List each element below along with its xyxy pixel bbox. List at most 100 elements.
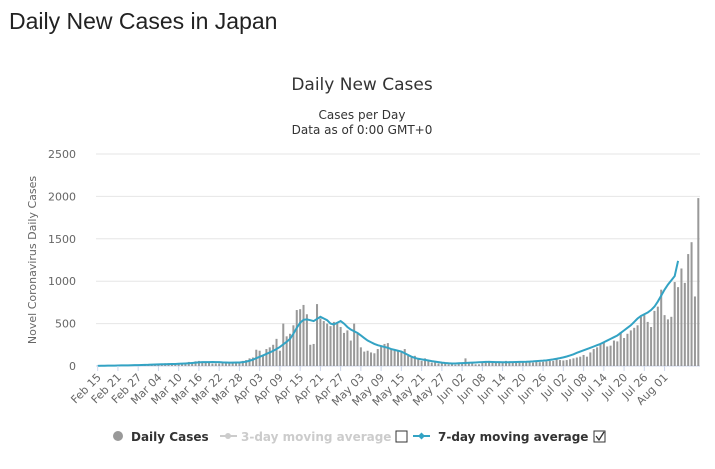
bar <box>204 362 207 366</box>
bar <box>427 360 430 366</box>
bar <box>650 326 653 366</box>
bar <box>170 364 173 366</box>
legend-item-7-day-moving-average[interactable]: 7-day moving average <box>413 430 588 444</box>
bar <box>636 325 639 366</box>
bar <box>231 361 234 366</box>
bar <box>450 364 454 366</box>
bar <box>467 362 470 366</box>
bar <box>589 352 592 366</box>
bar <box>501 362 504 366</box>
bar <box>353 323 356 366</box>
bar <box>619 332 622 366</box>
bar <box>363 351 366 366</box>
bar <box>211 363 214 366</box>
bar <box>201 362 204 366</box>
bar <box>258 350 261 366</box>
bar <box>238 361 241 366</box>
legend-label-3-day-moving-average: 3-day moving average <box>241 430 391 444</box>
y-axis-label: Novel Coronavirus Daily Cases <box>26 176 39 344</box>
bar <box>481 363 484 366</box>
bar <box>454 364 457 366</box>
y-tick-label: 2000 <box>48 190 76 203</box>
bar-series-daily-cases <box>96 198 700 366</box>
bar <box>697 198 700 366</box>
bar <box>444 363 447 366</box>
bar <box>191 362 194 366</box>
bar <box>531 362 534 366</box>
bar <box>285 336 288 366</box>
bar <box>336 323 339 366</box>
bar <box>221 362 224 366</box>
bar <box>386 343 389 366</box>
bar <box>218 363 221 366</box>
bar <box>542 361 545 366</box>
chart-subtitle-line-1: Cases per Day <box>319 108 406 122</box>
chart-title: Daily New Cases <box>291 75 433 95</box>
bar <box>447 364 450 366</box>
checkbox-7-day-moving-average[interactable] <box>593 430 606 443</box>
y-tick-label: 500 <box>55 318 76 331</box>
bar <box>292 325 295 366</box>
bar <box>407 355 410 366</box>
bar <box>569 359 572 366</box>
bar <box>393 349 396 366</box>
bar <box>494 362 497 366</box>
bar <box>346 330 349 366</box>
bar <box>508 361 511 366</box>
bar <box>423 358 427 366</box>
legend-marker-7-day <box>418 432 425 440</box>
bar <box>599 344 602 366</box>
bar <box>535 361 538 366</box>
bar <box>268 347 271 366</box>
bar <box>687 254 690 366</box>
checkbox-3-day-moving-average[interactable] <box>395 430 408 443</box>
legend-item-3-day-moving-average[interactable]: 3-day moving average <box>220 430 391 444</box>
bar <box>558 360 561 366</box>
bar <box>660 289 663 366</box>
bar <box>521 361 524 366</box>
bar <box>197 360 200 366</box>
bar <box>555 359 558 366</box>
bar <box>690 242 693 366</box>
bar <box>241 360 244 366</box>
bar <box>349 340 352 366</box>
page-title: Daily New Cases in Japan <box>9 8 278 34</box>
bar <box>484 361 487 366</box>
y-tick-label: 1500 <box>48 233 76 246</box>
bar <box>299 309 302 366</box>
bar <box>194 361 197 366</box>
bar <box>359 347 362 366</box>
bar <box>332 321 335 366</box>
bar <box>663 315 666 366</box>
bar <box>592 349 595 366</box>
bar <box>572 358 575 366</box>
bar <box>413 355 416 366</box>
bar <box>312 343 315 366</box>
line-series-7-day-moving-average <box>97 260 680 367</box>
bar <box>680 268 683 366</box>
bar <box>329 326 332 366</box>
bar <box>643 315 646 366</box>
legend-item-daily-cases[interactable]: Daily Cases <box>113 430 209 444</box>
bar <box>174 364 177 366</box>
bar <box>437 363 440 366</box>
bar <box>235 362 238 366</box>
bar <box>528 362 531 366</box>
y-tick-label: 2500 <box>48 148 76 161</box>
bar <box>417 359 420 366</box>
bar <box>275 338 278 366</box>
bar <box>525 361 528 366</box>
bar <box>552 360 555 366</box>
bar <box>626 333 629 366</box>
bar <box>430 362 433 366</box>
bar <box>410 357 413 366</box>
legend-label-7-day-moving-average: 7-day moving average <box>438 430 588 444</box>
bar <box>322 321 325 366</box>
bar <box>224 362 227 366</box>
legend-marker-3-day <box>225 433 231 439</box>
legend: Daily Cases 3-day moving average 7-day m… <box>113 430 606 444</box>
bar <box>602 342 605 366</box>
bar <box>366 350 369 366</box>
bar <box>511 362 514 366</box>
